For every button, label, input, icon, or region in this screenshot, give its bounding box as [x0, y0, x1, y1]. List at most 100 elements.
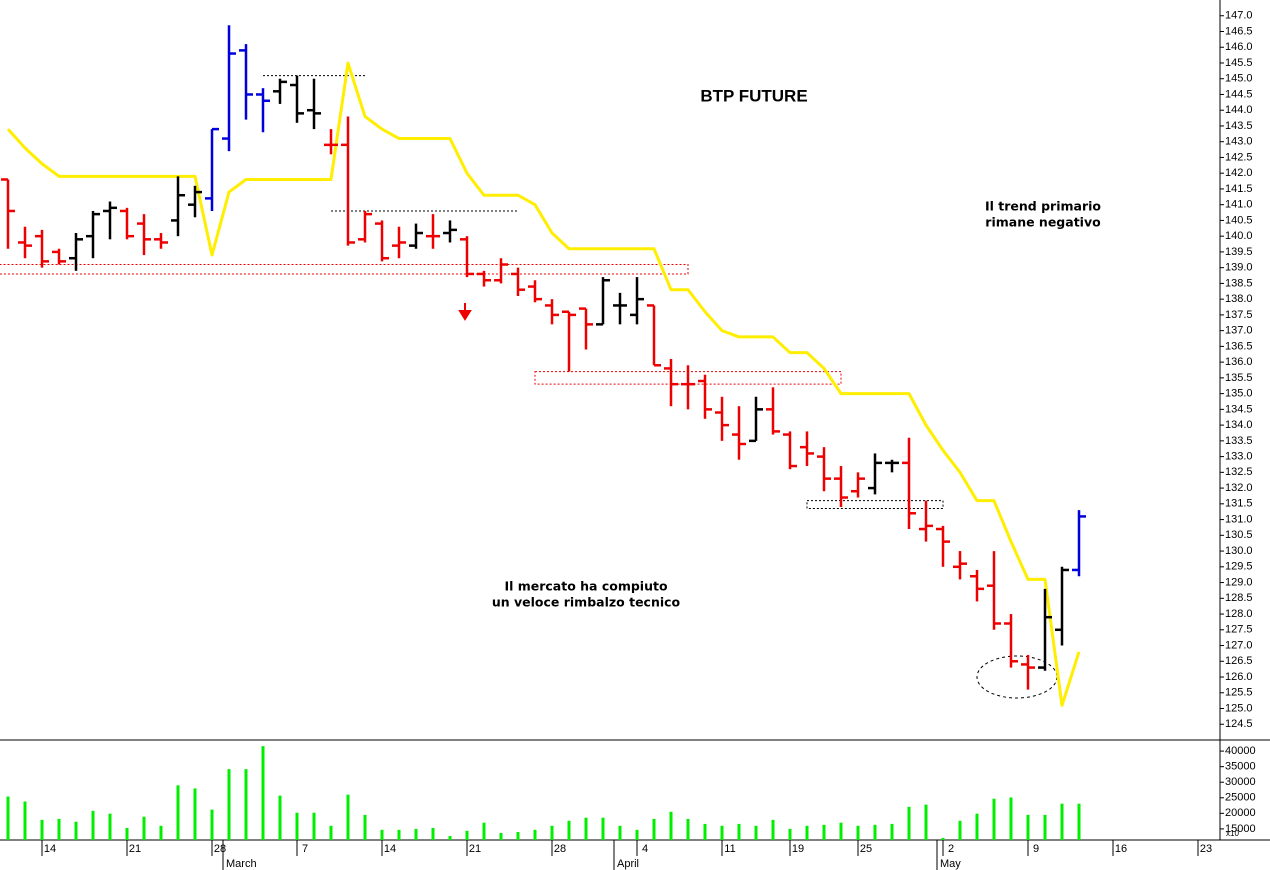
volume-bar — [550, 825, 554, 840]
volume-bar — [91, 810, 95, 840]
y-tick-label: 136.0 — [1225, 356, 1253, 368]
volume-bar — [57, 818, 61, 840]
x-tick-label: 21 — [129, 843, 141, 855]
x-tick-label: 9 — [1033, 843, 1039, 855]
volume-bar — [176, 785, 180, 840]
month-label: May — [940, 858, 961, 870]
volume-bar — [771, 819, 775, 840]
y-tick-label: 138.0 — [1225, 293, 1253, 305]
volume-bar — [210, 809, 214, 840]
volume-bar — [261, 746, 265, 840]
volume-bar — [431, 827, 435, 840]
y-tick-label: 131.0 — [1225, 513, 1253, 525]
volume-bar — [193, 788, 197, 840]
y-tick-label: 139.5 — [1225, 246, 1253, 258]
volume-bar — [1026, 814, 1030, 840]
month-label: April — [617, 858, 639, 870]
x-tick-label: 28 — [214, 843, 226, 855]
y-tick-label: 135.0 — [1225, 388, 1253, 400]
volume-bar — [1077, 803, 1081, 840]
y-tick-label: 138.5 — [1225, 277, 1253, 289]
volume-bar — [159, 825, 163, 840]
volume-bar — [346, 794, 350, 840]
x-tick-label: 14 — [44, 843, 56, 855]
y-tick-label: 126.5 — [1225, 655, 1253, 667]
volume-bar — [635, 829, 639, 840]
chart-title: BTP FUTURE — [700, 86, 807, 105]
volume-bar — [363, 814, 367, 840]
y-tick-label: 144.0 — [1225, 104, 1253, 116]
volume-bar — [533, 829, 537, 840]
volume-bar — [601, 817, 605, 840]
volume-bar — [6, 796, 10, 840]
volume-tick-label: 15000 — [1225, 823, 1256, 835]
volume-tick-label: 25000 — [1225, 792, 1256, 804]
volume-bar — [737, 823, 741, 840]
volume-bar — [74, 821, 78, 840]
y-tick-label: 130.0 — [1225, 545, 1253, 557]
y-tick-label: 126.0 — [1225, 671, 1253, 683]
y-tick-label: 140.5 — [1225, 214, 1253, 226]
volume-bar — [958, 820, 962, 840]
annotation: Il mercato ha compiuto — [504, 579, 668, 594]
volume-bar — [720, 825, 724, 840]
volume-multiplier: x10 — [1226, 829, 1239, 838]
volume-bar — [448, 836, 452, 840]
volume-bar — [992, 798, 996, 840]
volume-bar — [1009, 797, 1013, 840]
volume-bar — [329, 825, 333, 840]
y-tick-label: 146.0 — [1225, 41, 1253, 53]
volume-bar — [924, 804, 928, 840]
volume-bar — [244, 769, 248, 840]
stop-line — [6, 61, 1081, 707]
y-tick-label: 129.5 — [1225, 561, 1253, 573]
y-tick-label: 141.5 — [1225, 183, 1253, 195]
x-tick-label: 4 — [642, 843, 648, 855]
y-tick-label: 132.5 — [1225, 466, 1253, 478]
volume-bar — [516, 832, 520, 840]
volume-bar — [703, 823, 707, 840]
y-tick-label: 124.5 — [1225, 718, 1253, 730]
y-tick-label: 127.0 — [1225, 639, 1253, 651]
volume-bar — [754, 825, 758, 840]
y-tick-label: 147.0 — [1225, 10, 1253, 22]
annotation: un veloce rimbalzo tecnico — [492, 595, 681, 610]
y-tick-label: 136.5 — [1225, 340, 1253, 352]
volume-bar — [669, 811, 673, 840]
y-tick-label: 145.0 — [1225, 73, 1253, 85]
y-tick-label: 139.0 — [1225, 262, 1253, 274]
y-tick-label: 128.5 — [1225, 592, 1253, 604]
x-tick-label: 2 — [948, 843, 954, 855]
y-tick-label: 125.0 — [1225, 702, 1253, 714]
month-label: March — [226, 858, 257, 870]
volume-bar — [584, 817, 588, 840]
y-tick-label: 143.0 — [1225, 136, 1253, 148]
y-tick-label: 133.5 — [1225, 435, 1253, 447]
volume-bar — [975, 813, 979, 840]
y-tick-label: 132.0 — [1225, 482, 1253, 494]
y-tick-label: 127.5 — [1225, 624, 1253, 636]
x-tick-label: 25 — [860, 843, 872, 855]
y-tick-label: 133.0 — [1225, 451, 1253, 463]
volume-bar — [652, 818, 656, 840]
y-tick-label: 125.5 — [1225, 687, 1253, 699]
volume-bar — [890, 823, 894, 840]
volume-bar — [805, 825, 809, 840]
volume-bar — [873, 824, 877, 840]
y-tick-label: 142.5 — [1225, 151, 1253, 163]
y-tick-label: 144.5 — [1225, 88, 1253, 100]
volume-bar — [414, 828, 418, 840]
down-arrow — [458, 303, 472, 321]
y-tick-label: 137.0 — [1225, 325, 1253, 337]
level-zone — [806, 500, 944, 510]
volume-bar — [567, 820, 571, 840]
y-tick-label: 143.5 — [1225, 120, 1253, 132]
x-tick-label: 7 — [302, 843, 308, 855]
volume-bar — [1043, 814, 1047, 840]
volume-bar — [856, 825, 860, 840]
volume-bar — [788, 828, 792, 840]
volume-bar — [278, 795, 282, 840]
volume-bar — [499, 832, 503, 840]
